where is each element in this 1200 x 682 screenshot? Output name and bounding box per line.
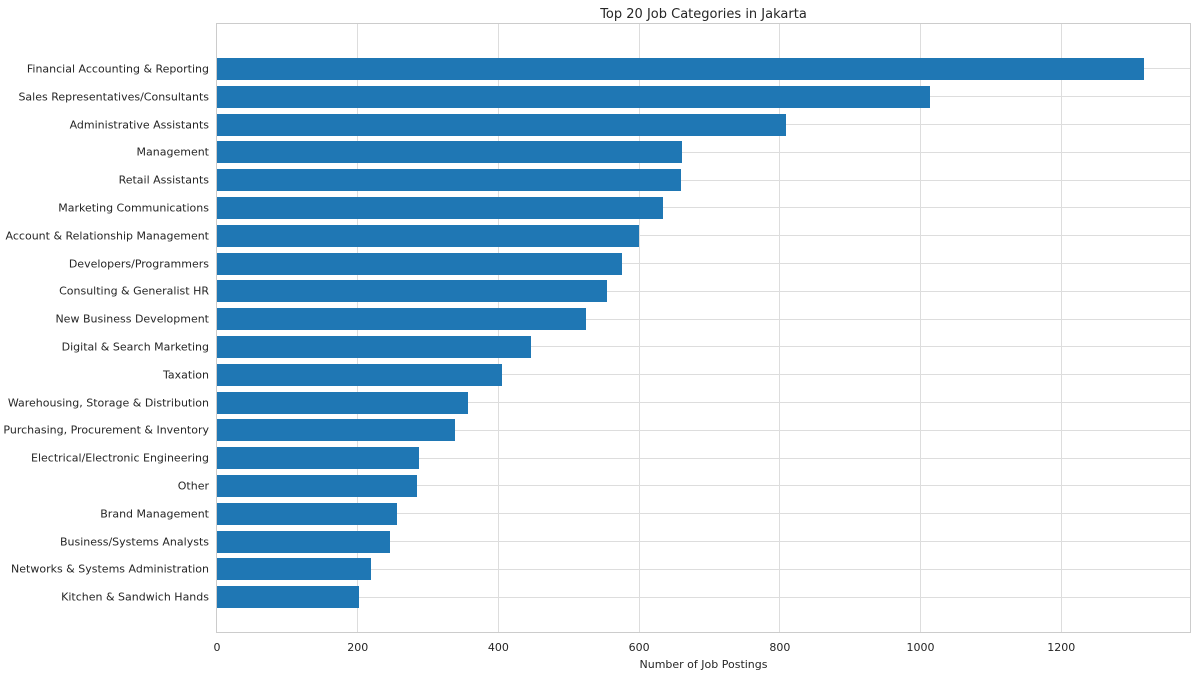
y-tick-label: Sales Representatives/Consultants: [18, 90, 209, 104]
x-gridline: [638, 24, 640, 632]
bar: [217, 586, 360, 609]
y-gridline: [217, 402, 1190, 403]
bar: [217, 447, 419, 470]
x-tick-label: 400: [487, 641, 509, 654]
y-gridline: [217, 429, 1190, 431]
y-tick-label: Brand Management: [100, 507, 209, 521]
x-axis-label: Number of Job Postings: [639, 658, 768, 671]
y-tick-label: Electrical/Electronic Engineering: [31, 451, 209, 465]
bar: [217, 224, 640, 247]
bar: [217, 391, 469, 414]
bar: [217, 419, 455, 442]
bar: [217, 252, 623, 275]
x-tick-label: 0: [213, 641, 221, 654]
bar: [217, 335, 531, 358]
y-gridline: [217, 179, 1190, 181]
bar: [217, 530, 391, 553]
bar: [217, 141, 683, 164]
x-tick-label: 1200: [1047, 641, 1076, 654]
bar: [217, 474, 417, 497]
y-tick-label: Retail Assistants: [118, 173, 209, 187]
y-tick-label: Developers/Programmers: [68, 257, 209, 270]
x-tick-label: 200: [347, 641, 369, 654]
x-tick-label: 800: [769, 641, 791, 654]
y-gridline: [217, 596, 1190, 598]
y-tick-label: Taxation: [163, 368, 209, 382]
y-tick-label: Management: [136, 145, 209, 159]
y-gridline: [217, 263, 1190, 264]
y-gridline: [217, 235, 1190, 237]
bar: [217, 280, 608, 303]
y-tick-label: Other: [177, 479, 209, 493]
bar: [217, 85, 931, 108]
y-gridline: [217, 207, 1190, 209]
y-tick-label: Warehousing, Storage & Distribution: [7, 396, 209, 409]
y-tick-label: Kitchen & Sandwich Hands: [61, 590, 209, 604]
bar: [217, 196, 664, 219]
bar: [217, 502, 398, 525]
y-tick-label: Financial Accounting & Reporting: [26, 62, 209, 76]
y-gridline: [217, 513, 1190, 515]
y-tick-label: Digital & Search Marketing: [61, 340, 209, 354]
y-tick-label: Account & Relationship Management: [5, 229, 209, 243]
bar: [217, 363, 502, 386]
y-gridline: [217, 374, 1190, 376]
bar: [217, 57, 1144, 80]
x-tick-label: 600: [628, 641, 650, 654]
y-gridline: [217, 541, 1190, 542]
y-tick-label: Networks & Systems Administration: [11, 562, 209, 576]
y-gridline: [217, 346, 1190, 348]
bar: [217, 308, 587, 331]
x-tick-label: 1000: [906, 641, 935, 654]
y-tick-label: Business/Systems Analysts: [59, 535, 209, 548]
y-tick-label: Purchasing, Procurement & Inventory: [3, 423, 209, 437]
y-tick-label: Administrative Assistants: [69, 118, 209, 131]
y-gridline: [217, 290, 1190, 292]
bar: [217, 169, 681, 192]
bar: [217, 558, 372, 581]
y-tick-label: Consulting & Generalist HR: [59, 284, 209, 298]
y-gridline: [217, 151, 1190, 153]
x-gridline: [920, 24, 922, 632]
x-gridline: [779, 24, 781, 632]
y-tick-label: New Business Development: [55, 312, 209, 326]
chart-title: Top 20 Job Categories in Jakarta: [600, 7, 807, 22]
y-gridline: [217, 318, 1190, 320]
y-gridline: [217, 485, 1190, 487]
y-tick-label: Marketing Communications: [58, 201, 209, 215]
x-gridline: [1060, 24, 1062, 632]
bar: [217, 113, 787, 136]
plot-area: [216, 23, 1191, 633]
y-gridline: [217, 457, 1190, 459]
y-gridline: [217, 568, 1190, 570]
